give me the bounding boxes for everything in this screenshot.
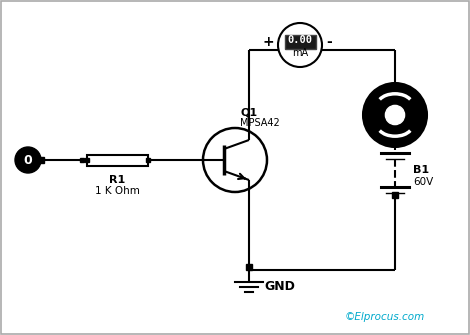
- Circle shape: [363, 83, 427, 147]
- Text: 0.00: 0.00: [288, 35, 313, 45]
- Text: 1 K Ohm: 1 K Ohm: [95, 186, 140, 196]
- Text: GND: GND: [264, 279, 295, 292]
- Text: -: -: [326, 35, 332, 49]
- Text: 0: 0: [24, 153, 32, 166]
- FancyBboxPatch shape: [87, 154, 148, 165]
- Text: MPSA42: MPSA42: [240, 118, 280, 128]
- Text: R1: R1: [110, 175, 125, 185]
- Circle shape: [15, 147, 41, 173]
- FancyBboxPatch shape: [284, 35, 315, 49]
- Text: Q1: Q1: [240, 107, 257, 117]
- Text: +: +: [262, 35, 274, 49]
- Text: mA: mA: [292, 48, 308, 58]
- Text: ©Elprocus.com: ©Elprocus.com: [345, 312, 425, 322]
- Circle shape: [385, 106, 405, 125]
- Text: 60V: 60V: [413, 177, 433, 187]
- Text: B1: B1: [413, 165, 429, 175]
- Circle shape: [278, 23, 322, 67]
